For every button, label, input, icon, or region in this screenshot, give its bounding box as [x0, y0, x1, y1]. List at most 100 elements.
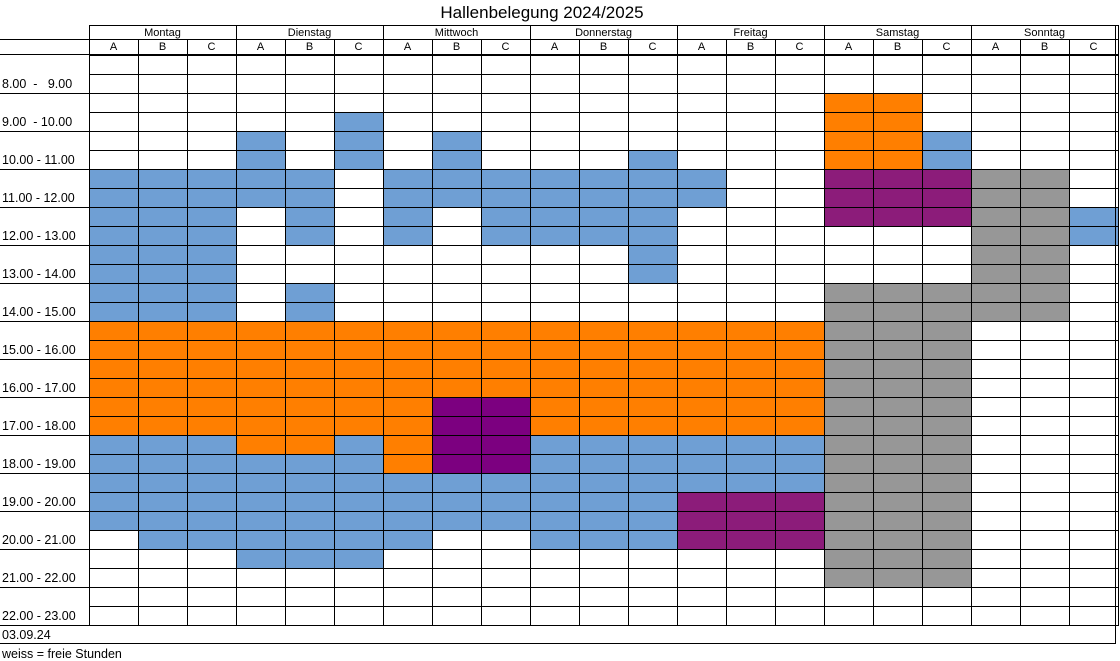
- schedule-cell[interactable]: [236, 169, 286, 189]
- schedule-cell[interactable]: [775, 359, 825, 379]
- schedule-cell[interactable]: [383, 55, 433, 75]
- schedule-cell[interactable]: [89, 169, 139, 189]
- schedule-cell[interactable]: [775, 568, 825, 588]
- schedule-cell[interactable]: [187, 302, 237, 322]
- schedule-cell[interactable]: [922, 207, 972, 227]
- schedule-cell[interactable]: [971, 416, 1021, 436]
- schedule-cell[interactable]: [1069, 245, 1119, 265]
- schedule-cell[interactable]: [628, 74, 678, 94]
- schedule-cell[interactable]: [922, 397, 972, 417]
- schedule-cell[interactable]: [383, 207, 433, 227]
- schedule-cell[interactable]: [334, 283, 384, 303]
- schedule-cell[interactable]: [677, 302, 727, 322]
- schedule-cell[interactable]: [922, 302, 972, 322]
- schedule-cell[interactable]: [824, 511, 874, 531]
- schedule-cell[interactable]: [187, 226, 237, 246]
- schedule-cell[interactable]: [1020, 188, 1070, 208]
- schedule-cell[interactable]: [873, 416, 923, 436]
- schedule-cell[interactable]: [677, 378, 727, 398]
- schedule-cell[interactable]: [677, 340, 727, 360]
- schedule-cell[interactable]: [579, 74, 629, 94]
- schedule-cell[interactable]: [236, 112, 286, 132]
- schedule-cell[interactable]: [971, 226, 1021, 246]
- schedule-cell[interactable]: [971, 150, 1021, 170]
- schedule-cell[interactable]: [89, 416, 139, 436]
- schedule-cell[interactable]: [971, 112, 1021, 132]
- schedule-cell[interactable]: [530, 359, 580, 379]
- schedule-cell[interactable]: [1020, 321, 1070, 341]
- schedule-cell[interactable]: [285, 340, 335, 360]
- schedule-cell[interactable]: [432, 568, 482, 588]
- schedule-cell[interactable]: [677, 454, 727, 474]
- schedule-cell[interactable]: [432, 511, 482, 531]
- schedule-cell[interactable]: [1020, 473, 1070, 493]
- schedule-cell[interactable]: [481, 131, 531, 151]
- schedule-cell[interactable]: [481, 55, 531, 75]
- schedule-cell[interactable]: [236, 131, 286, 151]
- schedule-cell[interactable]: [579, 587, 629, 607]
- schedule-cell[interactable]: [334, 321, 384, 341]
- schedule-cell[interactable]: [236, 93, 286, 113]
- schedule-cell[interactable]: [971, 359, 1021, 379]
- schedule-cell[interactable]: [873, 606, 923, 626]
- schedule-cell[interactable]: [530, 435, 580, 455]
- schedule-cell[interactable]: [628, 359, 678, 379]
- schedule-cell[interactable]: [236, 587, 286, 607]
- schedule-cell[interactable]: [481, 245, 531, 265]
- schedule-cell[interactable]: [579, 264, 629, 284]
- schedule-cell[interactable]: [775, 511, 825, 531]
- schedule-cell[interactable]: [628, 416, 678, 436]
- schedule-cell[interactable]: [824, 131, 874, 151]
- schedule-cell[interactable]: [971, 169, 1021, 189]
- schedule-cell[interactable]: [530, 511, 580, 531]
- schedule-cell[interactable]: [1069, 473, 1119, 493]
- schedule-cell[interactable]: [432, 169, 482, 189]
- schedule-cell[interactable]: [383, 340, 433, 360]
- schedule-cell[interactable]: [285, 454, 335, 474]
- schedule-cell[interactable]: [236, 302, 286, 322]
- schedule-cell[interactable]: [579, 169, 629, 189]
- schedule-cell[interactable]: [187, 378, 237, 398]
- schedule-cell[interactable]: [824, 454, 874, 474]
- schedule-cell[interactable]: [236, 549, 286, 569]
- schedule-cell[interactable]: [89, 226, 139, 246]
- schedule-cell[interactable]: [383, 169, 433, 189]
- schedule-cell[interactable]: [138, 245, 188, 265]
- schedule-cell[interactable]: [775, 416, 825, 436]
- schedule-cell[interactable]: [922, 74, 972, 94]
- schedule-cell[interactable]: [1020, 416, 1070, 436]
- schedule-cell[interactable]: [579, 549, 629, 569]
- schedule-cell[interactable]: [873, 283, 923, 303]
- schedule-cell[interactable]: [138, 188, 188, 208]
- schedule-cell[interactable]: [334, 511, 384, 531]
- schedule-cell[interactable]: [775, 169, 825, 189]
- schedule-cell[interactable]: [922, 283, 972, 303]
- schedule-cell[interactable]: [187, 549, 237, 569]
- schedule-cell[interactable]: [383, 150, 433, 170]
- schedule-cell[interactable]: [677, 169, 727, 189]
- schedule-cell[interactable]: [824, 416, 874, 436]
- schedule-cell[interactable]: [481, 473, 531, 493]
- schedule-cell[interactable]: [971, 321, 1021, 341]
- schedule-cell[interactable]: [824, 93, 874, 113]
- schedule-cell[interactable]: [873, 549, 923, 569]
- schedule-cell[interactable]: [824, 302, 874, 322]
- schedule-cell[interactable]: [1069, 226, 1119, 246]
- schedule-cell[interactable]: [922, 226, 972, 246]
- schedule-cell[interactable]: [726, 416, 776, 436]
- schedule-cell[interactable]: [383, 188, 433, 208]
- schedule-cell[interactable]: [432, 530, 482, 550]
- schedule-cell[interactable]: [775, 131, 825, 151]
- schedule-cell[interactable]: [285, 302, 335, 322]
- schedule-cell[interactable]: [824, 397, 874, 417]
- schedule-cell[interactable]: [579, 530, 629, 550]
- schedule-cell[interactable]: [187, 340, 237, 360]
- schedule-cell[interactable]: [1020, 264, 1070, 284]
- schedule-cell[interactable]: [334, 264, 384, 284]
- schedule-cell[interactable]: [628, 492, 678, 512]
- schedule-cell[interactable]: [971, 245, 1021, 265]
- schedule-cell[interactable]: [873, 245, 923, 265]
- schedule-cell[interactable]: [971, 264, 1021, 284]
- schedule-cell[interactable]: [628, 245, 678, 265]
- schedule-cell[interactable]: [824, 606, 874, 626]
